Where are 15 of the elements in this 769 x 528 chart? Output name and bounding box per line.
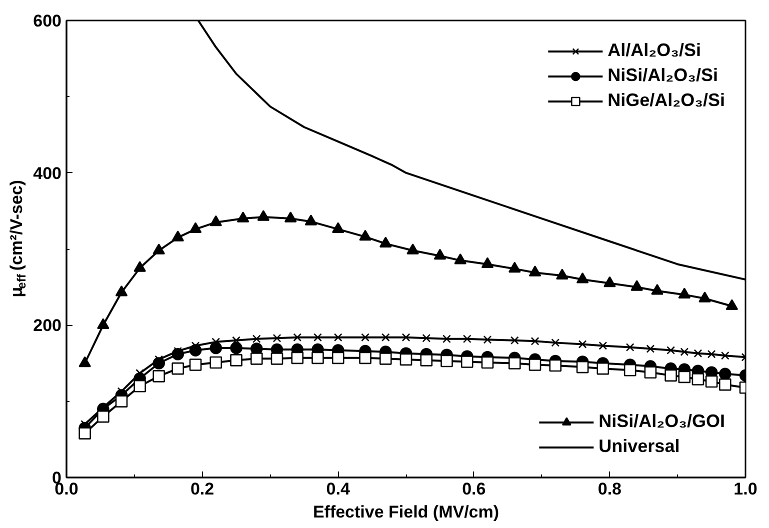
x-tick-label: 0.6 — [462, 480, 486, 498]
legend-label: NiGe/Al₂O₃/Si — [608, 90, 725, 111]
y-tick-label: 400 — [33, 164, 62, 183]
y-axis-title: μeff (cm²/V-sec) — [7, 180, 28, 298]
legend-label: Al/Al₂O₃/Si — [608, 40, 701, 61]
x-tick-label: 0.4 — [326, 480, 350, 498]
x-tick-label: 1.0 — [734, 480, 758, 498]
y-tick-label: 200 — [33, 316, 62, 336]
x-tick-label: 0.2 — [190, 480, 214, 498]
legend-label: NiSi/Al₂O₃/GOI — [598, 411, 725, 432]
x-tick-label: 0.8 — [598, 480, 622, 498]
legend-label: Universal — [598, 436, 680, 457]
y-tick-label: 600 — [33, 12, 62, 30]
legend-label: NiSi/Al₂O₃/Si — [608, 65, 718, 86]
x-axis-title: Effective Field (MV/cm) — [312, 502, 500, 522]
